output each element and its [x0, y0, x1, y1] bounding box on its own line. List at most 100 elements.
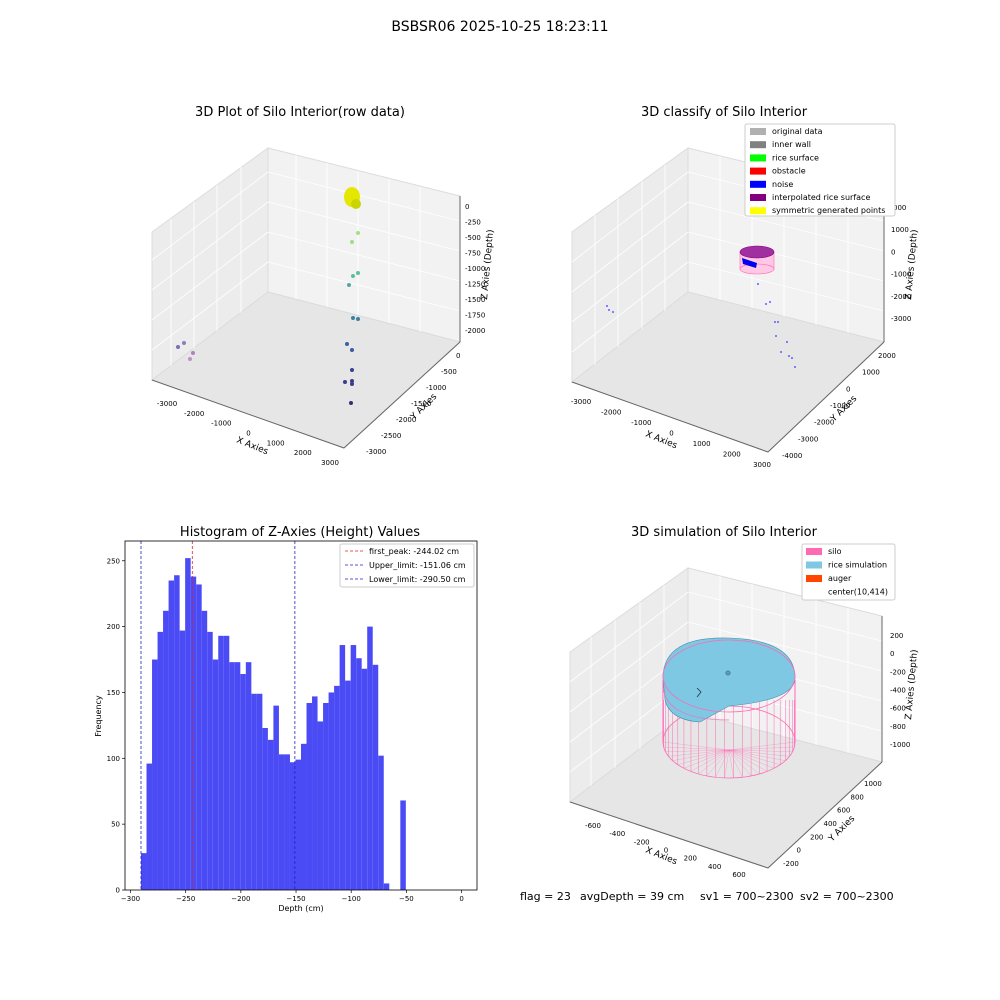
raw-point	[182, 341, 186, 345]
sim-wire-line	[715, 749, 730, 778]
raw-y-tick: 0	[456, 352, 460, 360]
sim-wire-line	[698, 749, 730, 775]
raw-y-tick: -2500	[381, 432, 401, 440]
hist-bar	[400, 800, 406, 890]
sim-legend: silo rice simulation auger center(10,414)	[801, 543, 896, 601]
hist-title: Histogram of Z-Axies (Height) Values	[180, 525, 420, 540]
sim-wire-line	[683, 749, 730, 769]
cls-legend-swatch	[750, 128, 766, 135]
hist-bar	[185, 558, 191, 890]
cls-z-tick-partial: 000	[893, 204, 906, 212]
sim-y-tick: -200	[783, 860, 799, 868]
raw-z-tick: -2000	[465, 327, 485, 335]
cls-legend-swatch	[750, 194, 766, 201]
raw-point	[191, 351, 195, 355]
hist-legend-frame	[339, 543, 475, 588]
hist-bar	[367, 626, 373, 890]
raw-x-tick: 2000	[294, 449, 312, 457]
cls-noise-points	[606, 283, 796, 368]
footer-avg-depth: avgDepth = 39 cm	[580, 890, 684, 903]
hist-bar	[223, 635, 230, 890]
cls-y-tick: 2000	[878, 352, 896, 360]
hist-bar	[284, 754, 290, 890]
raw-z-tick: -750	[465, 250, 481, 258]
hist-bar	[312, 696, 318, 890]
raw-point	[350, 348, 354, 352]
hist-bar	[240, 674, 246, 890]
figure-title: BSBSR06 2025-10-25 18:23:11	[391, 19, 608, 35]
hist-bar	[207, 631, 213, 890]
hist-bar	[323, 702, 329, 890]
sim-z-tick: -200	[890, 668, 906, 676]
cls-y-tick: -1000	[830, 402, 850, 410]
sim-auger-marker	[696, 687, 702, 698]
hist-bar	[301, 743, 307, 890]
sim-y-tick: 1000	[864, 780, 882, 788]
cls-x-tick: -2000	[601, 409, 621, 417]
hist-bar	[201, 610, 208, 890]
sim-x-label: X Axies	[644, 846, 679, 868]
sim-z-tick: -600	[890, 705, 906, 713]
hist-legend-label: first_peak: -244.02 cm	[369, 547, 459, 556]
sim-z-tick: 200	[890, 632, 903, 640]
hist-x-tick: 0	[459, 895, 463, 903]
raw-y-ticks: 0 -500 -1000 -1500 -2000 -2500 -3000	[366, 352, 460, 456]
raw-y-tick: -2000	[396, 416, 416, 424]
cls-y-ticks: 2000 1000 0 -1000 -2000 -3000 -4000	[782, 352, 896, 460]
sim-legend-label: auger	[828, 574, 852, 583]
cls-legend-label: interpolated rice surface	[772, 193, 870, 202]
cls-x-tick: 2000	[723, 451, 741, 459]
hist-legend: first_peak: -244.02 cm Upper_limit: -151.…	[339, 543, 475, 588]
hist-y-tick: 200	[107, 623, 120, 631]
cls-noise-cluster	[742, 258, 757, 268]
raw-point	[188, 357, 192, 361]
cls-y-tick: -3000	[798, 435, 818, 443]
raw-x-tick: -2000	[184, 410, 204, 418]
panel-classify-3d: 3D classify of Silo Interior -3000-2000-…	[571, 105, 920, 469]
sim-wire-line	[728, 741, 796, 751]
sim-x-axis	[569, 801, 769, 869]
raw-point	[351, 274, 355, 278]
hist-y-ticks: 0 50 100 150 200 250	[107, 557, 125, 895]
raw-point	[347, 283, 351, 287]
hist-y-tick: 250	[107, 557, 120, 565]
panel-raw-3d: 3D Plot of Silo Interior(row data) -3000…	[150, 105, 496, 467]
sim-wire-line	[728, 749, 768, 772]
hist-bar	[289, 762, 296, 890]
raw-z-tick: -1500	[465, 296, 485, 304]
footer-sv1: sv1 = 700~2300	[700, 890, 794, 903]
raw-point	[349, 401, 353, 405]
hist-y-label: Frequency	[94, 695, 103, 737]
cls-legend-label: noise	[772, 180, 793, 189]
sim-z-label: Z Axies (Depth)	[904, 649, 920, 720]
raw-x-axis	[151, 379, 345, 449]
raw-x-ticks: -3000 -2000 -1000 0 1000 2000 3000	[157, 400, 339, 467]
hist-bar	[218, 635, 224, 890]
raw-x-tick: -3000	[157, 400, 177, 408]
hist-bar	[361, 668, 368, 890]
cls-interpolated-surface	[739, 245, 775, 259]
sim-x-tick: -600	[585, 822, 601, 830]
sim-wire-line	[728, 749, 760, 775]
sim-center-marker	[725, 670, 731, 676]
hist-bar	[378, 755, 384, 890]
sim-wire-line	[663, 746, 730, 751]
sim-y-tick: 600	[837, 807, 850, 815]
raw-z-tick: 0	[465, 203, 469, 211]
sim-legend-swatch	[806, 561, 822, 569]
raw-x-label: X Axies	[235, 436, 270, 458]
raw-point	[345, 342, 349, 346]
hist-x-ticks: −300 −250 −200 −150 −100 −50 0	[121, 890, 464, 903]
sim-y-label: Y Axies	[826, 814, 857, 845]
cls-y-axis	[767, 341, 885, 453]
cls-legend-swatch	[750, 207, 766, 215]
hist-bar	[256, 693, 263, 890]
hist-bar	[328, 692, 335, 890]
hist-bar	[168, 580, 175, 890]
sim-legend-label: center(10,414)	[828, 588, 888, 597]
sim-y-tick: 400	[824, 820, 837, 828]
raw-point	[176, 345, 180, 349]
hist-bar	[350, 645, 357, 890]
raw-point	[350, 382, 354, 386]
